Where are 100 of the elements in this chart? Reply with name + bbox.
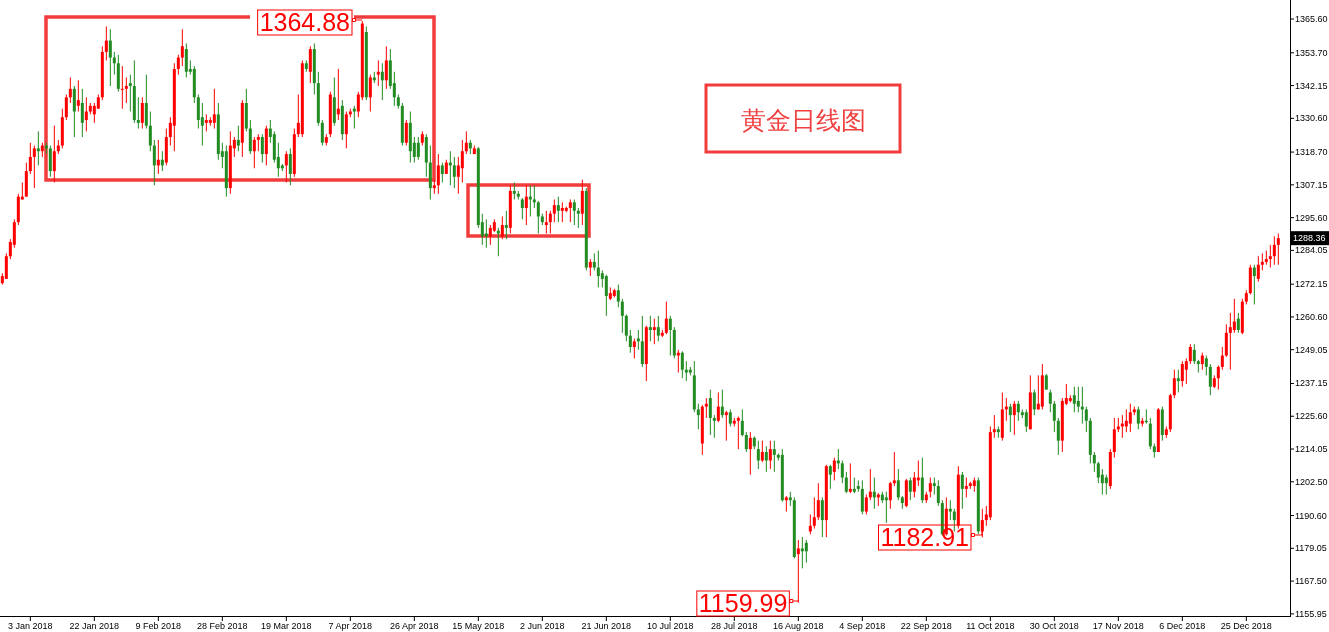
candlestick [1228,312,1232,371]
y-tick-label: 1237.15 [1295,378,1328,389]
candlestick [284,150,288,183]
candlestick [544,210,548,235]
candlestick [596,250,600,288]
candlestick [404,119,408,147]
candlestick [764,445,768,473]
candlestick [1272,235,1276,266]
candlestick [536,200,540,235]
candlestick [616,284,620,308]
candlestick [1112,417,1116,459]
candlestick [1276,233,1280,266]
candlestick [884,491,888,524]
candlestick [560,201,564,223]
candlestick [464,130,468,155]
x-tick-label: 2 Jun 2018 [520,621,565,631]
candlestick [896,468,900,501]
candlestick [1172,369,1176,399]
candlestick [552,198,556,223]
candlestick [668,315,672,357]
y-tick-label: 1318.70 [1295,147,1328,158]
candlestick [416,136,420,161]
y-tick-label: 1155.95 [1295,608,1327,619]
candlestick [1056,417,1060,456]
candlestick [912,471,916,498]
candlestick [108,28,112,87]
x-tick-label: 10 Jul 2018 [647,621,694,631]
candlestick [72,85,76,138]
candlestick [832,457,836,481]
candlestick [740,408,744,437]
y-tick-label: 1179.05 [1295,543,1327,554]
candlestick [64,93,68,121]
y-tick-label: 1167.50 [1295,576,1327,587]
candlestick [652,318,656,345]
candlestick [68,76,72,104]
candlestick [28,142,32,175]
candlestick [1052,400,1056,433]
candlestick [628,329,632,354]
candlestick [288,147,292,186]
candlestick [1216,364,1220,391]
candlestick [196,93,200,130]
candlestick [708,389,712,436]
y-tick-label: 1214.05 [1295,444,1328,455]
candlestick [1092,451,1096,473]
candlestick [908,477,912,501]
candlestick [48,145,52,178]
candlestick [828,464,832,490]
candlestick [632,338,636,359]
candlestick [640,315,644,368]
candlestick [960,471,964,510]
candlestick [604,274,608,317]
candlestick [676,349,680,374]
candlestick [252,136,256,169]
candlestick [140,96,144,130]
candlestick [948,499,952,521]
candlestick [892,451,896,487]
candlestick [1192,343,1196,365]
x-tick-label: 26 Apr 2018 [390,621,439,631]
candlestick [180,28,184,67]
candlestick [1220,346,1224,371]
candlestick [32,145,36,189]
candlestick [1148,417,1152,450]
candlestick [4,252,8,280]
y-tick-label: 1249.05 [1295,344,1328,355]
candlestick [580,179,584,226]
candlestick [436,153,440,195]
x-tick-label: 3 Jan 2018 [8,621,53,631]
candlestick [1048,389,1052,413]
candlestick [260,133,264,164]
y-tick-label: 1353.70 [1295,47,1328,58]
x-tick-label: 22 Sep 2018 [900,621,952,631]
candlestick [804,539,808,564]
candlestick [1252,264,1256,305]
x-tick-label: 7 Apr 2018 [328,621,373,631]
candlestick [768,440,772,470]
candlestick [704,397,708,419]
candlestick [920,457,924,504]
candlestick [992,414,996,439]
candlestick [756,440,760,470]
annotation: 1364.88 [259,8,350,36]
candlestick [76,79,80,113]
candlestick [1208,363,1212,396]
x-tick-label: 22 Jan 2018 [69,621,120,631]
candlestick [460,139,464,183]
candlestick [524,184,528,226]
candlestick [800,536,804,569]
y-tick-label: 1295.60 [1295,212,1328,223]
candlestick [1024,408,1028,433]
candlestick [212,88,216,130]
candlestick [1224,323,1228,358]
y-tick-label: 1272.15 [1295,279,1328,290]
candlestick [1032,389,1036,416]
candlestick [520,197,524,220]
candlestick [1084,406,1088,433]
candlestick [716,391,720,423]
y-tick-label: 1260.60 [1295,311,1328,322]
candlestick [548,210,552,235]
candlestick [748,431,752,476]
candlestick [1008,403,1012,433]
y-tick-label: 1365.60 [1295,14,1328,25]
